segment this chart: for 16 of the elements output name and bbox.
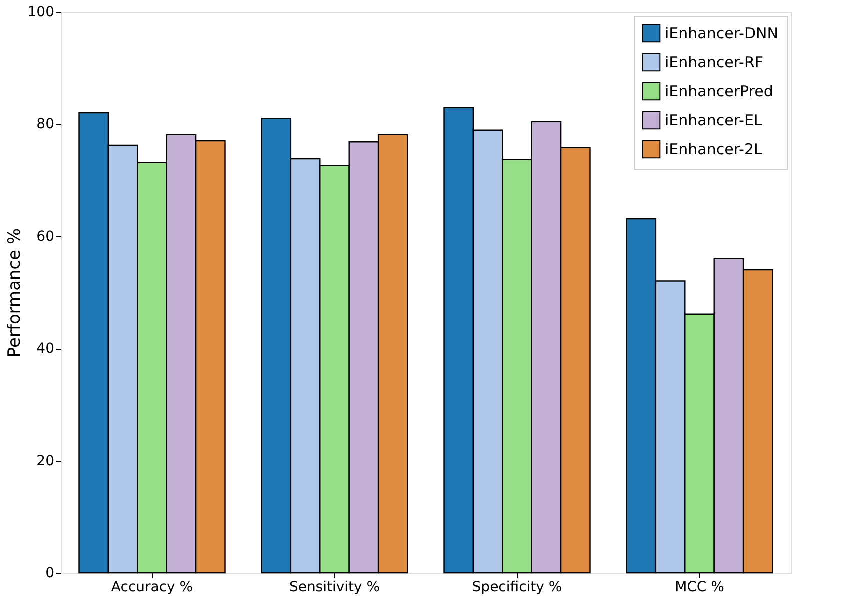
y-axis-title: Performance % bbox=[4, 228, 25, 358]
legend-label: iEnhancerPred bbox=[665, 82, 774, 100]
legend-label: iEnhancer-EL bbox=[665, 112, 763, 130]
y-tick-label: 20 bbox=[36, 453, 54, 470]
x-tick-label: Specificity % bbox=[472, 580, 562, 596]
x-tick-label: Accuracy % bbox=[111, 580, 194, 596]
y-tick-label: 100 bbox=[28, 4, 54, 20]
y-tick-label: 0 bbox=[46, 566, 54, 582]
legend-label: iEnhancer-DNN bbox=[665, 24, 778, 42]
x-tick-label: Sensitivity % bbox=[289, 580, 380, 596]
legend-label: iEnhancer-2L bbox=[665, 140, 763, 158]
y-tick-label: 60 bbox=[36, 228, 54, 245]
y-tick-label: 40 bbox=[36, 341, 54, 358]
legend-label: iEnhancer-RF bbox=[665, 54, 764, 72]
x-tick-label: MCC % bbox=[675, 580, 724, 596]
y-tick-label: 80 bbox=[36, 116, 54, 133]
